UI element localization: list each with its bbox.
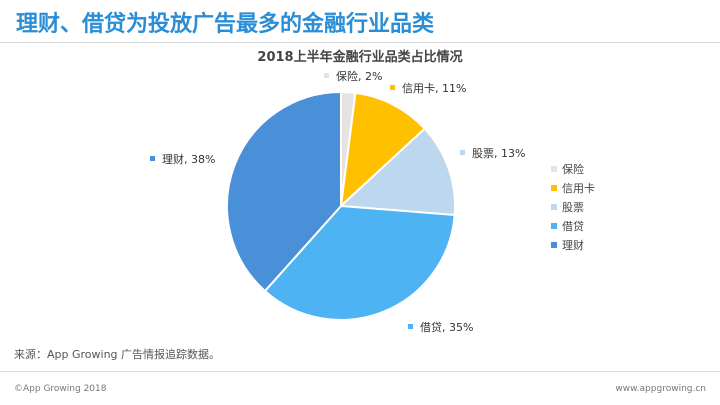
data-label: 保险, 2% [336,69,382,83]
data-label-marker [324,73,329,78]
data-label: 信用卡, 11% [402,82,466,95]
legend-swatch [551,223,557,229]
pie-slice [263,204,456,321]
pie-slice [339,91,427,209]
data-label: 股票, 13% [472,147,525,160]
data-label: 理财, 38% [162,152,215,166]
legend-entry: 理财 [562,238,584,252]
data-label: 借贷, 35% [420,320,473,334]
legend-swatch [551,185,557,191]
pie-slice [338,127,456,217]
data-label-marker [390,85,395,90]
legend-swatch [551,242,557,248]
page-title: 理财、借贷为投放广告最多的金融行业品类 [16,12,435,37]
footer-copyright: ©App Growing 2018 [14,384,107,394]
data-label-marker [150,156,155,161]
data-label-marker [408,324,413,329]
legend-entry: 股票 [562,201,584,214]
footer-divider [0,371,720,372]
legend-entry: 信用卡 [562,182,595,195]
title-divider [0,42,720,43]
legend-entry: 保险 [562,162,584,176]
chart-title: 2018上半年金融行业品类占比情况 [257,50,463,65]
data-label-marker [460,150,465,155]
legend-swatch [551,204,557,210]
legend-swatch [551,166,557,172]
footer-website: www.appgrowing.cn [615,384,706,394]
pie-slice [226,90,342,293]
legend-entry: 借贷 [562,219,584,233]
source-note: 来源：App Growing 广告情报追踪数据。 [14,348,221,361]
